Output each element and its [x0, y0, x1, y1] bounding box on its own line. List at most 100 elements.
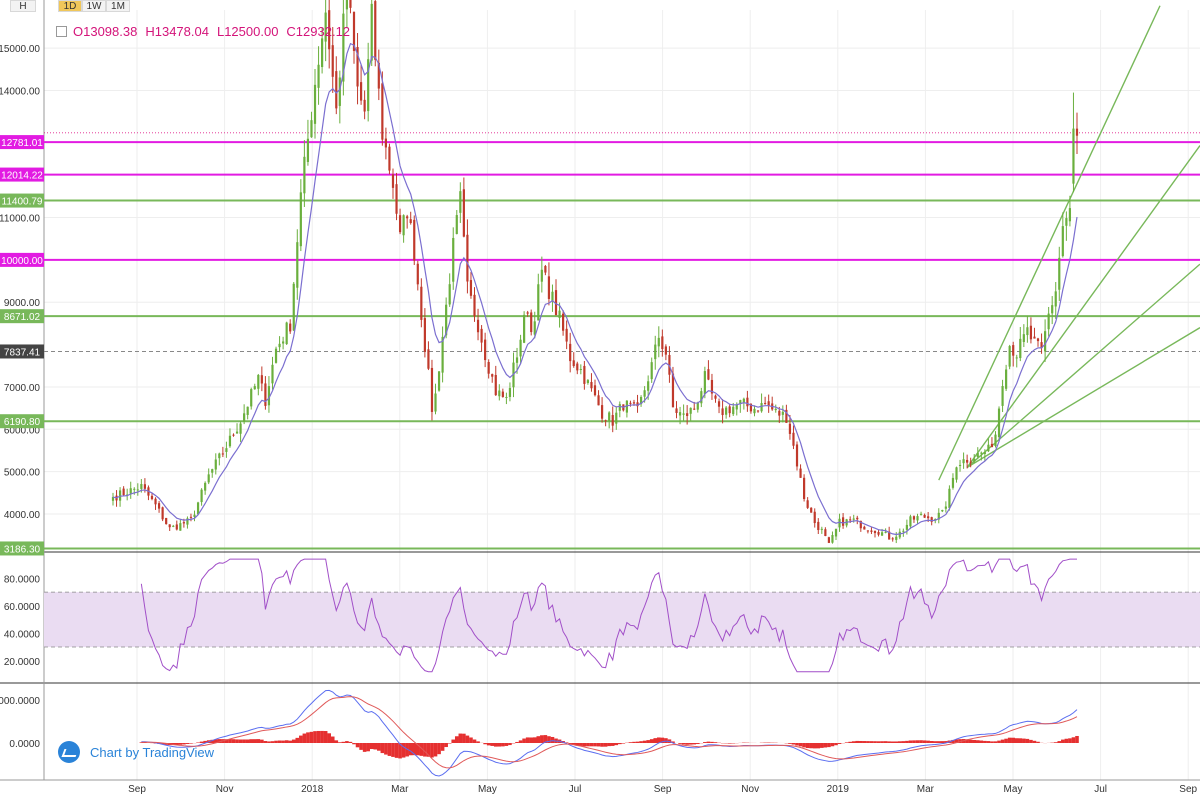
macd-histogram-bar: [852, 741, 856, 743]
macd-histogram-bar: [824, 743, 828, 747]
tradingview-watermark[interactable]: Chart by TradingView: [58, 738, 214, 766]
candle-body: [895, 537, 897, 540]
candle-body: [410, 219, 412, 223]
macd-histogram-bar: [345, 741, 349, 743]
candle-body: [707, 369, 709, 379]
macd-histogram-bar: [288, 741, 292, 743]
macd-histogram-bar: [976, 740, 980, 743]
macd-histogram-bar: [327, 733, 331, 743]
macd-histogram-bar: [366, 743, 370, 751]
macd-histogram-bar: [395, 743, 399, 758]
candle-body: [303, 157, 305, 193]
macd-histogram-bar: [604, 743, 608, 747]
candle-body: [817, 522, 819, 530]
candle-body: [877, 532, 879, 535]
macd-histogram-bar: [714, 742, 718, 743]
x-tick-label: Sep: [128, 784, 146, 795]
candle-body: [558, 311, 560, 318]
candle-body: [714, 396, 716, 399]
macd-histogram-bar: [462, 734, 466, 743]
macd-histogram-bar: [891, 741, 895, 743]
timeframe-button-1d[interactable]: 1D: [58, 0, 82, 12]
macd-histogram-bar: [1065, 739, 1069, 743]
macd-histogram-bar: [1022, 739, 1026, 743]
candle-body: [1072, 129, 1074, 184]
macd-histogram-bar: [1015, 738, 1019, 743]
candle-body: [973, 459, 975, 462]
macd-histogram-bar: [1029, 740, 1033, 743]
macd-histogram-bar: [696, 743, 700, 744]
y-tick-label: 15000.00: [0, 44, 40, 55]
macd-histogram-bar: [799, 743, 803, 746]
candle-body: [835, 529, 837, 537]
price-label: 10000.00: [1, 256, 43, 267]
macd-histogram-bar: [260, 740, 264, 743]
rsi-tick-label: 20.0000: [4, 657, 41, 668]
candle-body: [427, 349, 429, 368]
macd-histogram-bar: [1018, 738, 1022, 743]
macd-histogram-bar: [919, 740, 923, 743]
macd-histogram-bar: [678, 743, 682, 744]
candle-body: [725, 408, 727, 415]
candle-body: [392, 174, 394, 187]
macd-histogram-bar: [551, 737, 555, 743]
candle-body: [849, 519, 851, 520]
candle-body: [885, 532, 887, 533]
macd-histogram-bar: [994, 741, 998, 743]
macd-histogram-bar: [235, 739, 239, 743]
y-tick-label: 4000.00: [4, 510, 41, 521]
macd-histogram-bar: [232, 739, 236, 743]
collapse-icon[interactable]: [56, 26, 67, 37]
candle-body: [395, 184, 397, 214]
macd-histogram-bar: [898, 741, 902, 743]
candle-body: [661, 336, 663, 349]
candle-body: [853, 519, 855, 520]
candle-body: [388, 147, 390, 171]
macd-histogram-bar: [650, 739, 654, 743]
macd-histogram-bar: [459, 734, 463, 743]
macd-histogram-bar: [632, 742, 636, 743]
candle-body: [991, 444, 993, 447]
macd-histogram-bar: [653, 738, 657, 743]
timeframe-button-1w[interactable]: 1W: [82, 0, 106, 12]
macd-histogram-bar: [359, 743, 363, 750]
candle-body: [222, 453, 224, 454]
candle-body: [686, 413, 688, 416]
price-label: 12781.01: [1, 138, 43, 149]
macd-histogram-bar: [540, 735, 544, 743]
candle-body: [523, 315, 525, 343]
candle-body: [590, 382, 592, 388]
x-tick-label: May: [1004, 784, 1023, 795]
macd-histogram-bar: [352, 743, 356, 744]
candle-body: [984, 452, 986, 454]
macd-histogram-bar: [593, 743, 597, 746]
macd-histogram-bar: [313, 731, 317, 743]
candle-body: [608, 412, 610, 420]
timeframe-button-1m[interactable]: 1M: [106, 0, 130, 12]
candle-body: [247, 407, 249, 415]
candle-body: [204, 483, 206, 491]
candle-body: [651, 362, 653, 379]
macd-histogram-bar: [469, 737, 473, 743]
timeframe-button-h[interactable]: H: [10, 0, 36, 12]
y-tick-label: 11000.00: [0, 214, 40, 225]
candle-body: [962, 459, 964, 463]
candle-body: [165, 518, 167, 524]
candle-body: [916, 516, 918, 520]
candle-body: [271, 365, 273, 384]
candle-body: [576, 364, 578, 371]
candle-body: [218, 453, 220, 458]
price-label: 8671.02: [4, 312, 41, 323]
macd-histogram-bar: [838, 743, 842, 744]
x-tick-label: Sep: [654, 784, 672, 795]
candle-body: [980, 453, 982, 454]
macd-histogram-bar: [437, 743, 441, 754]
macd-histogram-bar: [802, 743, 806, 747]
macd-histogram-bar: [1001, 740, 1005, 743]
candle-body: [434, 394, 436, 412]
candle-body: [647, 381, 649, 391]
candle-body: [941, 510, 943, 511]
macd-histogram-bar: [834, 743, 838, 745]
